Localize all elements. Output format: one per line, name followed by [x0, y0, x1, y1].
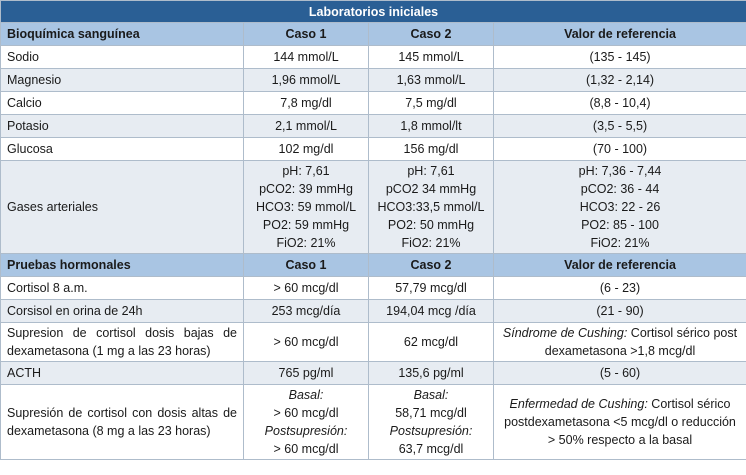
cell-line: PO2: 59 mmHg	[262, 218, 350, 232]
value-cell: 1,63 mmol/L	[368, 68, 494, 92]
data-row: Magnesio 1,96 mmol/L 1,63 mmol/L (1,32 - 2,…	[0, 68, 746, 92]
header-cell: Caso 2	[368, 22, 494, 46]
value-cell: (5 - 60)	[492, 361, 746, 385]
header-cell: Valor de referencia	[492, 22, 746, 46]
value-cell: (21 - 90)	[492, 299, 746, 323]
value-cell: (70 - 100)	[492, 137, 746, 161]
value-cell: pH: 7,36 - 7,44 pCO2: 36 - 44 HCO3: 22 - 2…	[492, 160, 746, 254]
cell-line: FiO2: 21%	[276, 236, 336, 250]
value-cell: 144 mmol/L	[243, 45, 369, 69]
value-cell: 194,04 mcg /día	[368, 299, 494, 323]
row-label: Supresion de cortisol dosis bajas de dex…	[0, 322, 244, 362]
value-cell: pH: 7,61 pCO2 34 mmHg HCO3:33,5 mmol/L PO2:…	[368, 160, 494, 254]
lab-table: Laboratorios iniciales Bioquímica sanguí…	[0, 0, 746, 460]
cell-line: pCO2 34 mmHg	[385, 182, 477, 196]
value-cell: (135 - 145)	[492, 45, 746, 69]
cell-line: > 60 mcg/dl	[273, 406, 339, 420]
data-row: Sodio 144 mmol/L 145 mmol/L (135 - 145)	[0, 45, 746, 69]
cell-line: HCO3: 59 mmol/L	[255, 200, 357, 214]
row-label: Cortisol 8 a.m.	[0, 276, 244, 300]
cell-line: Basal:	[413, 388, 449, 402]
value-cell: (3,5 - 5,5)	[492, 114, 746, 138]
value-cell: Basal: 58,71 mcg/dl Postsupresión: 63,7 mcg…	[368, 384, 494, 460]
row-label: Gases arteriales	[0, 160, 244, 254]
value-cell: 62 mcg/dl	[368, 322, 494, 362]
header-cell: Caso 2	[368, 253, 494, 277]
value-cell: Basal: > 60 mcg/dl Postsupresión: > 60 mcg/…	[243, 384, 369, 460]
data-row: Supresion de cortisol dosis bajas de dex…	[0, 322, 746, 362]
value-cell: > 60 mcg/dl	[243, 322, 369, 362]
row-label: Magnesio	[0, 68, 244, 92]
value-cell: 135,6 pg/ml	[368, 361, 494, 385]
row-label: Corsisol en orina de 24h	[0, 299, 244, 323]
value-cell: Enfermedad de Cushing: Cortisol sérico p…	[492, 384, 746, 460]
value-cell: Síndrome de Cushing: Cortisol sérico pos…	[492, 322, 746, 362]
data-row: Potasio 2,1 mmol/L 1,8 mmol/lt (3,5 - 5,5)	[0, 114, 746, 138]
data-row: ACTH 765 pg/ml 135,6 pg/ml (5 - 60)	[0, 361, 746, 385]
row-label: Sodio	[0, 45, 244, 69]
value-cell: 2,1 mmol/L	[243, 114, 369, 138]
table-body: Bioquímica sanguínea Caso 1 Caso 2 Valor de…	[0, 22, 746, 460]
cell-text: Cortisol sérico post dexametasona >1,8 m…	[544, 326, 738, 358]
cell-line: Basal:	[288, 388, 324, 402]
header-cell: Bioquímica sanguínea	[0, 22, 244, 46]
value-cell: > 60 mcg/dl	[243, 276, 369, 300]
cell-line: Postsupresión:	[264, 424, 348, 438]
value-cell: 7,5 mg/dl	[368, 91, 494, 115]
cell-line: Postsupresión:	[389, 424, 473, 438]
cell-line: HCO3: 22 - 26	[579, 200, 661, 214]
value-cell: 57,79 mcg/dl	[368, 276, 494, 300]
row-label: Potasio	[0, 114, 244, 138]
cell-line: PO2: 85 - 100	[581, 218, 659, 232]
cell-line: pCO2: 36 - 44	[580, 182, 660, 196]
value-cell: (8,8 - 10,4)	[492, 91, 746, 115]
data-row: Corsisol en orina de 24h 253 mcg/día 194,0…	[0, 299, 746, 323]
cell-line: 63,7 mcg/dl	[398, 442, 464, 456]
row-label: ACTH	[0, 361, 244, 385]
table-title: Laboratorios iniciales	[0, 0, 746, 23]
cell-line: 58,71 mcg/dl	[395, 406, 467, 420]
title-row: Laboratorios iniciales	[0, 0, 746, 23]
header-cell: Caso 1	[243, 22, 369, 46]
cell-lead: Síndrome de Cushing:	[502, 326, 628, 340]
data-row: Calcio 7,8 mg/dl 7,5 mg/dl (8,8 - 10,4)	[0, 91, 746, 115]
cell-lead: Enfermedad de Cushing:	[509, 397, 648, 411]
value-cell: pH: 7,61 pCO2: 39 mmHg HCO3: 59 mmol/L PO2:…	[243, 160, 369, 254]
value-cell: (6 - 23)	[492, 276, 746, 300]
header-cell: Pruebas hormonales	[0, 253, 244, 277]
value-cell: 156 mg/dl	[368, 137, 494, 161]
cell-line: HCO3:33,5 mmol/L	[377, 200, 485, 214]
cell-line: pH: 7,36 - 7,44	[578, 164, 662, 178]
cell-line: > 60 mcg/dl	[273, 442, 339, 456]
section-header-row: Bioquímica sanguínea Caso 1 Caso 2 Valor de…	[0, 22, 746, 46]
data-row: Cortisol 8 a.m. > 60 mcg/dl 57,79 mcg/dl (6…	[0, 276, 746, 300]
cell-text: Cortisol sérico postdexametasona <5 mcg/…	[504, 397, 736, 447]
cell-line: pH: 7,61	[282, 164, 330, 178]
section-header-row: Pruebas hormonales Caso 1 Caso 2 Valor de r…	[0, 253, 746, 277]
value-cell: 145 mmol/L	[368, 45, 494, 69]
cell-line: pCO2: 39 mmHg	[259, 182, 353, 196]
value-cell: 765 pg/ml	[243, 361, 369, 385]
value-cell: 253 mcg/día	[243, 299, 369, 323]
cell-line: FiO2: 21%	[590, 236, 650, 250]
row-label: Supresión de cortisol con dosis altas de…	[0, 384, 244, 460]
header-cell: Valor de referencia	[492, 253, 746, 277]
value-cell: (1,32 - 2,14)	[492, 68, 746, 92]
value-cell: 7,8 mg/dl	[243, 91, 369, 115]
row-label: Glucosa	[0, 137, 244, 161]
row-label: Calcio	[0, 91, 244, 115]
header-cell: Caso 1	[243, 253, 369, 277]
value-cell: 102 mg/dl	[243, 137, 369, 161]
value-cell: 1,96 mmol/L	[243, 68, 369, 92]
cell-line: pH: 7,61	[407, 164, 455, 178]
cell-line: PO2: 50 mmHg	[387, 218, 475, 232]
value-cell: 1,8 mmol/lt	[368, 114, 494, 138]
data-row: Gases arteriales pH: 7,61 pCO2: 39 mmHg HCO…	[0, 160, 746, 254]
cell-line: FiO2: 21%	[401, 236, 461, 250]
data-row: Supresión de cortisol con dosis altas de…	[0, 384, 746, 460]
data-row: Glucosa 102 mg/dl 156 mg/dl (70 - 100)	[0, 137, 746, 161]
